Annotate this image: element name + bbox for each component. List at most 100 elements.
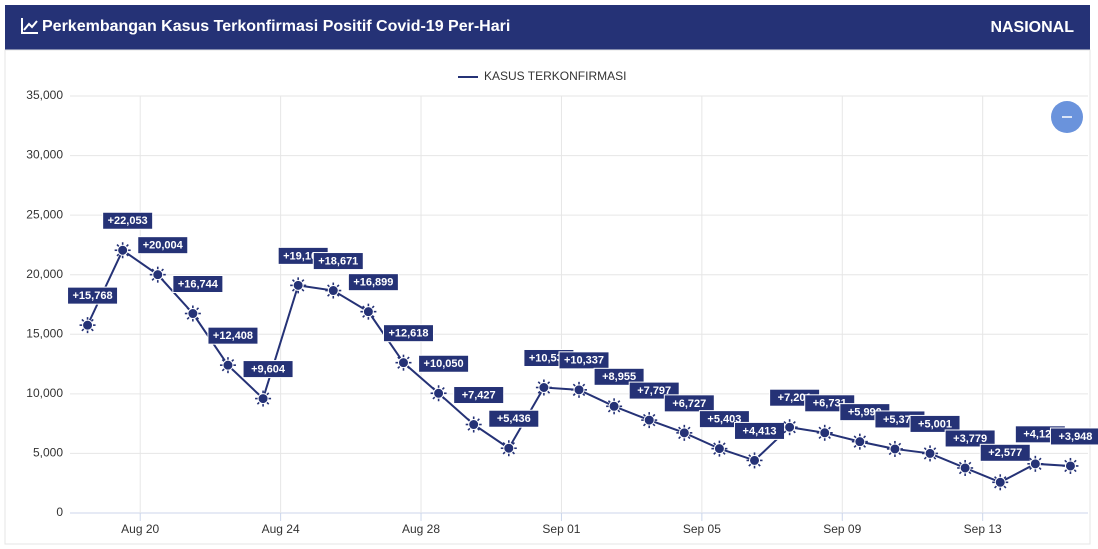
virus-marker [922,445,939,462]
marker-body [327,285,339,297]
data-label-box: +10,337 [558,351,610,370]
data-label-box: +22,053 [102,211,154,230]
data-label-bg [207,326,259,345]
virus-marker [711,440,728,457]
data-label: +6,731 [813,398,847,410]
data-label: +8,955 [602,371,636,383]
data-label: +5,990 [848,407,882,419]
y-tick-label: 30,000 [26,148,63,162]
virus-marker [535,379,552,396]
data-label: +12,408 [213,330,253,342]
legend-label: KASUS TERKONFIRMASI [484,69,626,83]
marker-body [503,442,515,454]
chart-icon [21,18,38,34]
data-label: +16,899 [353,277,393,289]
marker-body [643,414,655,426]
data-label: +7,201 [778,392,812,404]
data-label-bg [312,252,364,271]
data-label: +10,337 [564,355,604,367]
data-label: +15,768 [73,290,113,302]
data-label: +5,403 [707,414,741,426]
data-label-box: +2,577 [979,443,1031,462]
data-label-bg [1049,427,1098,446]
virus-marker [325,282,342,299]
data-label: +5,001 [918,418,952,430]
data-label-bg [453,386,505,405]
data-label-box: +9,604 [242,360,294,379]
virus-marker [184,305,201,322]
data-label: +12,618 [388,328,428,340]
x-tick-label: Sep 13 [964,522,1002,536]
data-label-box: +12,408 [207,326,259,345]
marker-body [468,419,480,431]
marker-body [117,244,129,256]
marker-body [819,427,831,439]
data-label: +2,577 [988,447,1022,459]
marker-body [994,476,1006,488]
virus-marker [255,390,272,407]
y-tick-label: 20,000 [26,267,63,281]
marker-body [608,400,620,412]
marker-body [678,427,690,439]
virus-marker [746,452,763,469]
data-label-box: +16,899 [347,273,399,292]
marker-body [854,436,866,448]
virus-marker [1027,455,1044,472]
marker-body [889,443,901,455]
virus-marker [465,416,482,433]
virus-marker [290,277,307,294]
data-label: +18,671 [318,255,358,267]
virus-marker [606,398,623,415]
y-tick-label: 35,000 [26,88,63,102]
data-label: +3,779 [953,433,987,445]
x-tick-label: Sep 09 [823,522,861,536]
data-label: +22,053 [108,215,148,227]
data-label: +4,413 [743,425,777,437]
y-tick-label: 25,000 [26,207,63,221]
marker-body [292,279,304,291]
data-label: +9,604 [251,363,286,375]
virus-marker [957,459,974,476]
data-label: +7,797 [637,385,671,397]
x-tick-label: Aug 28 [402,522,440,536]
marker-body [82,319,94,331]
data-label-box: +7,427 [453,386,505,405]
virus-marker [816,424,833,441]
marker-body [784,421,796,433]
data-label: +5,376 [883,414,917,426]
marker-body [397,357,409,369]
data-label-bg [242,360,294,379]
marker-body [152,269,164,281]
data-label-bg [418,354,470,373]
y-tick-label: 10,000 [26,386,63,400]
data-label-bg [382,324,434,343]
data-label: +10,050 [424,358,464,370]
data-label-box: +5,001 [909,414,961,433]
data-label-bg [909,414,961,433]
data-label-box: +5,436 [488,409,540,428]
data-label-bg [734,421,786,440]
data-label-bg [488,409,540,428]
data-label-bg [102,211,154,230]
virus-marker [676,424,693,441]
virus-marker [395,354,412,371]
data-label: +4,128 [1023,429,1057,441]
data-label-box: +20,004 [137,236,189,255]
data-label-box: +15,768 [67,286,119,305]
data-label-bg [663,394,715,413]
header-title: Perkembangan Kasus Terkonfirmasi Positif… [42,18,510,35]
marker-body [538,381,550,393]
marker-body [433,387,445,399]
virus-marker [114,242,131,259]
virus-marker [149,266,166,283]
marker-body [749,454,761,466]
data-label-box: +12,618 [382,324,434,343]
collapse-button[interactable] [1051,101,1083,133]
data-label: +5,436 [497,413,531,425]
data-label: +20,004 [143,240,184,252]
data-label-bg [944,429,996,448]
header-region: NASIONAL [990,19,1074,36]
panel [4,49,1091,545]
x-tick-label: Aug 20 [121,522,159,536]
